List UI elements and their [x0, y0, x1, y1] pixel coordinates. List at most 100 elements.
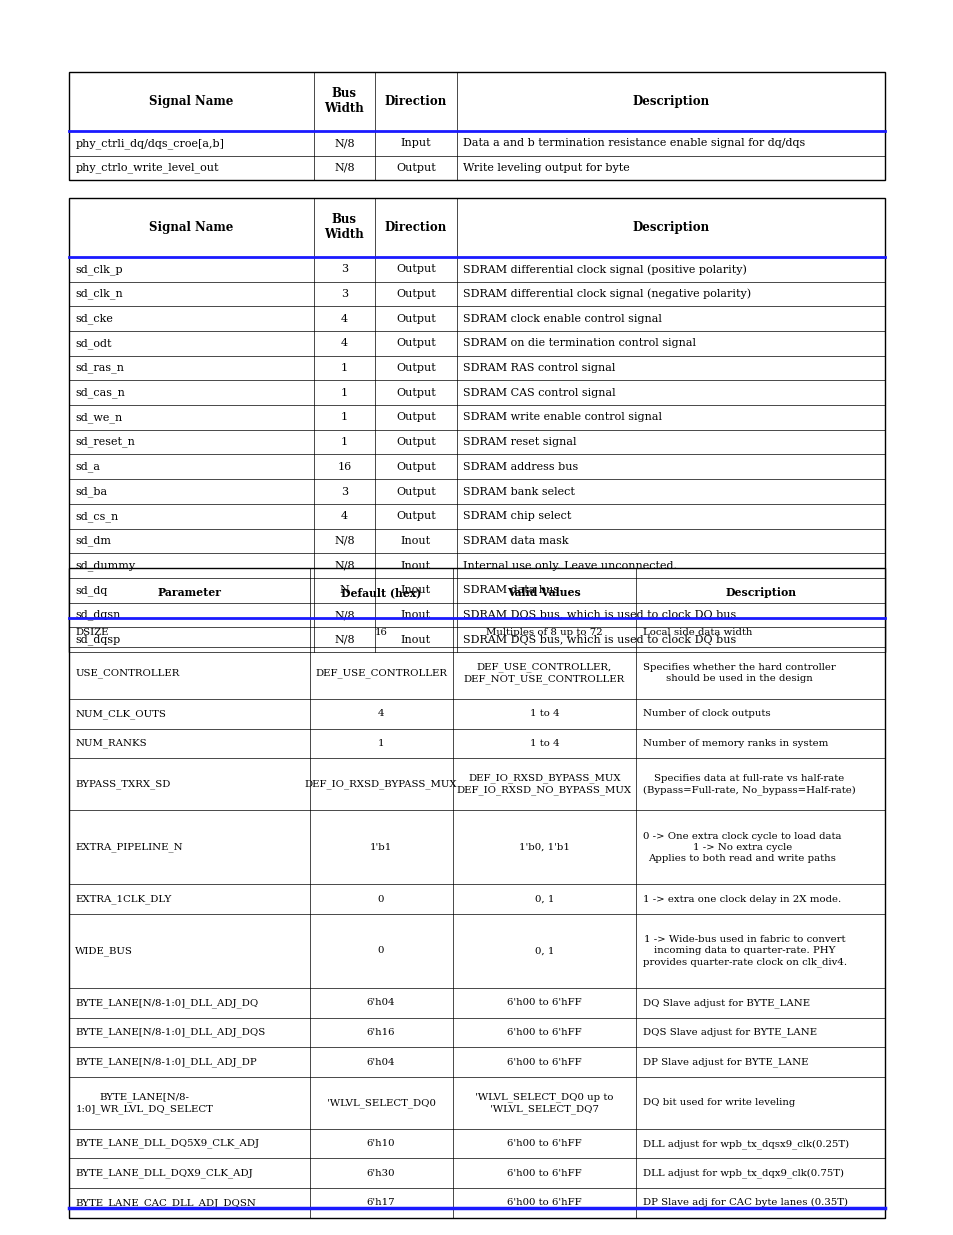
Text: Default (hex): Default (hex): [340, 588, 421, 598]
Text: sd_ba: sd_ba: [75, 487, 108, 496]
Text: 4: 4: [340, 511, 348, 521]
Text: sd_dm: sd_dm: [75, 536, 112, 546]
Text: 6'h30: 6'h30: [366, 1168, 395, 1178]
Text: BYTE_LANE_DLL_DQX9_CLK_ADJ: BYTE_LANE_DLL_DQX9_CLK_ADJ: [75, 1168, 253, 1178]
Text: BYTE_LANE[N/8-1:0]_DLL_ADJ_DQS: BYTE_LANE[N/8-1:0]_DLL_ADJ_DQS: [75, 1028, 265, 1037]
Text: 6'h00 to 6'hFF: 6'h00 to 6'hFF: [507, 1198, 581, 1208]
Text: Description: Description: [632, 95, 709, 107]
Text: Inout: Inout: [400, 585, 431, 595]
Text: Parameter: Parameter: [157, 588, 221, 598]
Text: SDRAM DQS bus, which is used to clock DQ bus: SDRAM DQS bus, which is used to clock DQ…: [463, 635, 736, 645]
Text: Output: Output: [395, 264, 436, 274]
Text: 1: 1: [340, 363, 348, 373]
Text: 1: 1: [340, 388, 348, 398]
Text: Write leveling output for byte: Write leveling output for byte: [463, 163, 629, 173]
Text: sd_reset_n: sd_reset_n: [75, 437, 135, 447]
Text: 16: 16: [336, 462, 351, 472]
Text: BYTE_LANE[N/8-1:0]_DLL_ADJ_DP: BYTE_LANE[N/8-1:0]_DLL_ADJ_DP: [75, 1057, 256, 1067]
Text: N/8: N/8: [334, 561, 355, 571]
Text: 1: 1: [340, 437, 348, 447]
Text: DSIZE: DSIZE: [75, 627, 109, 637]
Text: 'WLVL_SELECT_DQ0: 'WLVL_SELECT_DQ0: [326, 1098, 435, 1108]
Text: sd_cas_n: sd_cas_n: [75, 388, 125, 398]
Text: 1 -> Wide-bus used in fabric to convert
incoming data to quarter-rate. PHY
provi: 1 -> Wide-bus used in fabric to convert …: [642, 935, 846, 967]
Text: DP Slave adjust for BYTE_LANE: DP Slave adjust for BYTE_LANE: [642, 1057, 807, 1067]
Text: SDRAM CAS control signal: SDRAM CAS control signal: [463, 388, 616, 398]
Text: Inout: Inout: [400, 635, 431, 645]
Text: SDRAM on die termination control signal: SDRAM on die termination control signal: [463, 338, 696, 348]
Text: Specifies whether the hard controller
should be used in the design: Specifies whether the hard controller sh…: [642, 663, 835, 683]
Text: EXTRA_1CLK_DLY: EXTRA_1CLK_DLY: [75, 894, 172, 904]
Text: sd_dummy: sd_dummy: [75, 561, 135, 571]
Text: sd_ras_n: sd_ras_n: [75, 363, 124, 373]
Bar: [69, 568, 884, 1218]
Text: SDRAM RAS control signal: SDRAM RAS control signal: [463, 363, 615, 373]
Text: DLL adjust for wpb_tx_dqx9_clk(0.75T): DLL adjust for wpb_tx_dqx9_clk(0.75T): [642, 1168, 843, 1178]
Text: Bus
Width: Bus Width: [324, 88, 364, 115]
Text: 0 -> One extra clock cycle to load data
1 -> No extra cycle
Applies to both read: 0 -> One extra clock cycle to load data …: [642, 831, 841, 863]
Text: Multiples of 8 up to 72: Multiples of 8 up to 72: [485, 627, 602, 637]
Bar: [69, 198, 884, 652]
Text: Output: Output: [395, 388, 436, 398]
Text: EXTRA_PIPELINE_N: EXTRA_PIPELINE_N: [75, 842, 183, 852]
Text: 6'h00 to 6'hFF: 6'h00 to 6'hFF: [507, 1168, 581, 1178]
Text: Output: Output: [395, 462, 436, 472]
Text: 0, 1: 0, 1: [534, 894, 554, 904]
Text: 0: 0: [377, 894, 384, 904]
Text: DP Slave adj for CAC byte lanes (0.35T): DP Slave adj for CAC byte lanes (0.35T): [642, 1198, 847, 1208]
Text: Data a and b termination resistance enable signal for dq/dqs: Data a and b termination resistance enab…: [463, 138, 804, 148]
Text: 1 -> extra one clock delay in 2X mode.: 1 -> extra one clock delay in 2X mode.: [642, 894, 841, 904]
Text: Output: Output: [395, 163, 436, 173]
Text: 3: 3: [340, 264, 348, 274]
Text: sd_clk_n: sd_clk_n: [75, 289, 123, 299]
Text: 6'h16: 6'h16: [366, 1028, 395, 1037]
Text: phy_ctrli_dq/dqs_croe[a,b]: phy_ctrli_dq/dqs_croe[a,b]: [75, 138, 224, 148]
Text: Signal Name: Signal Name: [149, 95, 233, 107]
Text: DQS Slave adjust for BYTE_LANE: DQS Slave adjust for BYTE_LANE: [642, 1028, 816, 1037]
Text: Direction: Direction: [384, 221, 446, 233]
Text: 1'b1: 1'b1: [370, 842, 392, 852]
Text: sd_odt: sd_odt: [75, 338, 112, 348]
Text: Inout: Inout: [400, 536, 431, 546]
Text: Output: Output: [395, 314, 436, 324]
Text: SDRAM reset signal: SDRAM reset signal: [463, 437, 577, 447]
Text: DEF_IO_RXSD_BYPASS_MUX
DEF_IO_RXSD_NO_BYPASS_MUX: DEF_IO_RXSD_BYPASS_MUX DEF_IO_RXSD_NO_BY…: [456, 773, 631, 795]
Text: 16: 16: [375, 627, 387, 637]
Text: sd_we_n: sd_we_n: [75, 412, 123, 422]
Text: SDRAM DQS bus, which is used to clock DQ bus: SDRAM DQS bus, which is used to clock DQ…: [463, 610, 736, 620]
Text: 6'h10: 6'h10: [366, 1139, 395, 1149]
Text: Output: Output: [395, 289, 436, 299]
Text: 'WLVL_SELECT_DQ0 up to
'WLVL_SELECT_DQ7: 'WLVL_SELECT_DQ0 up to 'WLVL_SELECT_DQ7: [475, 1092, 613, 1114]
Text: SDRAM data mask: SDRAM data mask: [463, 536, 568, 546]
Text: sd_dqsp: sd_dqsp: [75, 635, 120, 645]
Text: DQ Slave adjust for BYTE_LANE: DQ Slave adjust for BYTE_LANE: [642, 998, 809, 1008]
Text: 4: 4: [377, 709, 384, 719]
Text: 6'h17: 6'h17: [366, 1198, 395, 1208]
Text: USE_CONTROLLER: USE_CONTROLLER: [75, 668, 179, 678]
Text: 1 to 4: 1 to 4: [529, 739, 558, 748]
Text: Output: Output: [395, 412, 436, 422]
Text: Inout: Inout: [400, 610, 431, 620]
Text: Bus
Width: Bus Width: [324, 214, 364, 241]
Text: SDRAM data bus: SDRAM data bus: [463, 585, 558, 595]
Text: Inout: Inout: [400, 561, 431, 571]
Text: sd_cs_n: sd_cs_n: [75, 511, 118, 521]
Text: Number of clock outputs: Number of clock outputs: [642, 709, 770, 719]
Text: BYTE_LANE[N/8-1:0]_DLL_ADJ_DQ: BYTE_LANE[N/8-1:0]_DLL_ADJ_DQ: [75, 998, 258, 1008]
Text: NUM_RANKS: NUM_RANKS: [75, 739, 147, 748]
Text: DEF_USE_CONTROLLER,
DEF_NOT_USE_CONTROLLER: DEF_USE_CONTROLLER, DEF_NOT_USE_CONTROLL…: [463, 662, 624, 684]
Text: Signal Name: Signal Name: [149, 221, 233, 233]
Text: Specifies data at full-rate vs half-rate
(Bypass=Full-rate, No_bypass=Half-rate): Specifies data at full-rate vs half-rate…: [642, 774, 855, 794]
Text: DEF_IO_RXSD_BYPASS_MUX: DEF_IO_RXSD_BYPASS_MUX: [304, 779, 456, 789]
Text: 1: 1: [377, 739, 384, 748]
Text: Output: Output: [395, 487, 436, 496]
Text: SDRAM clock enable control signal: SDRAM clock enable control signal: [463, 314, 661, 324]
Text: DEF_USE_CONTROLLER: DEF_USE_CONTROLLER: [314, 668, 447, 678]
Text: sd_cke: sd_cke: [75, 314, 113, 324]
Text: Description: Description: [724, 588, 796, 598]
Text: N/8: N/8: [334, 610, 355, 620]
Text: SDRAM address bus: SDRAM address bus: [463, 462, 578, 472]
Text: 6'h04: 6'h04: [366, 1057, 395, 1067]
Text: 1'b0, 1'b1: 1'b0, 1'b1: [518, 842, 569, 852]
Text: Description: Description: [632, 221, 709, 233]
